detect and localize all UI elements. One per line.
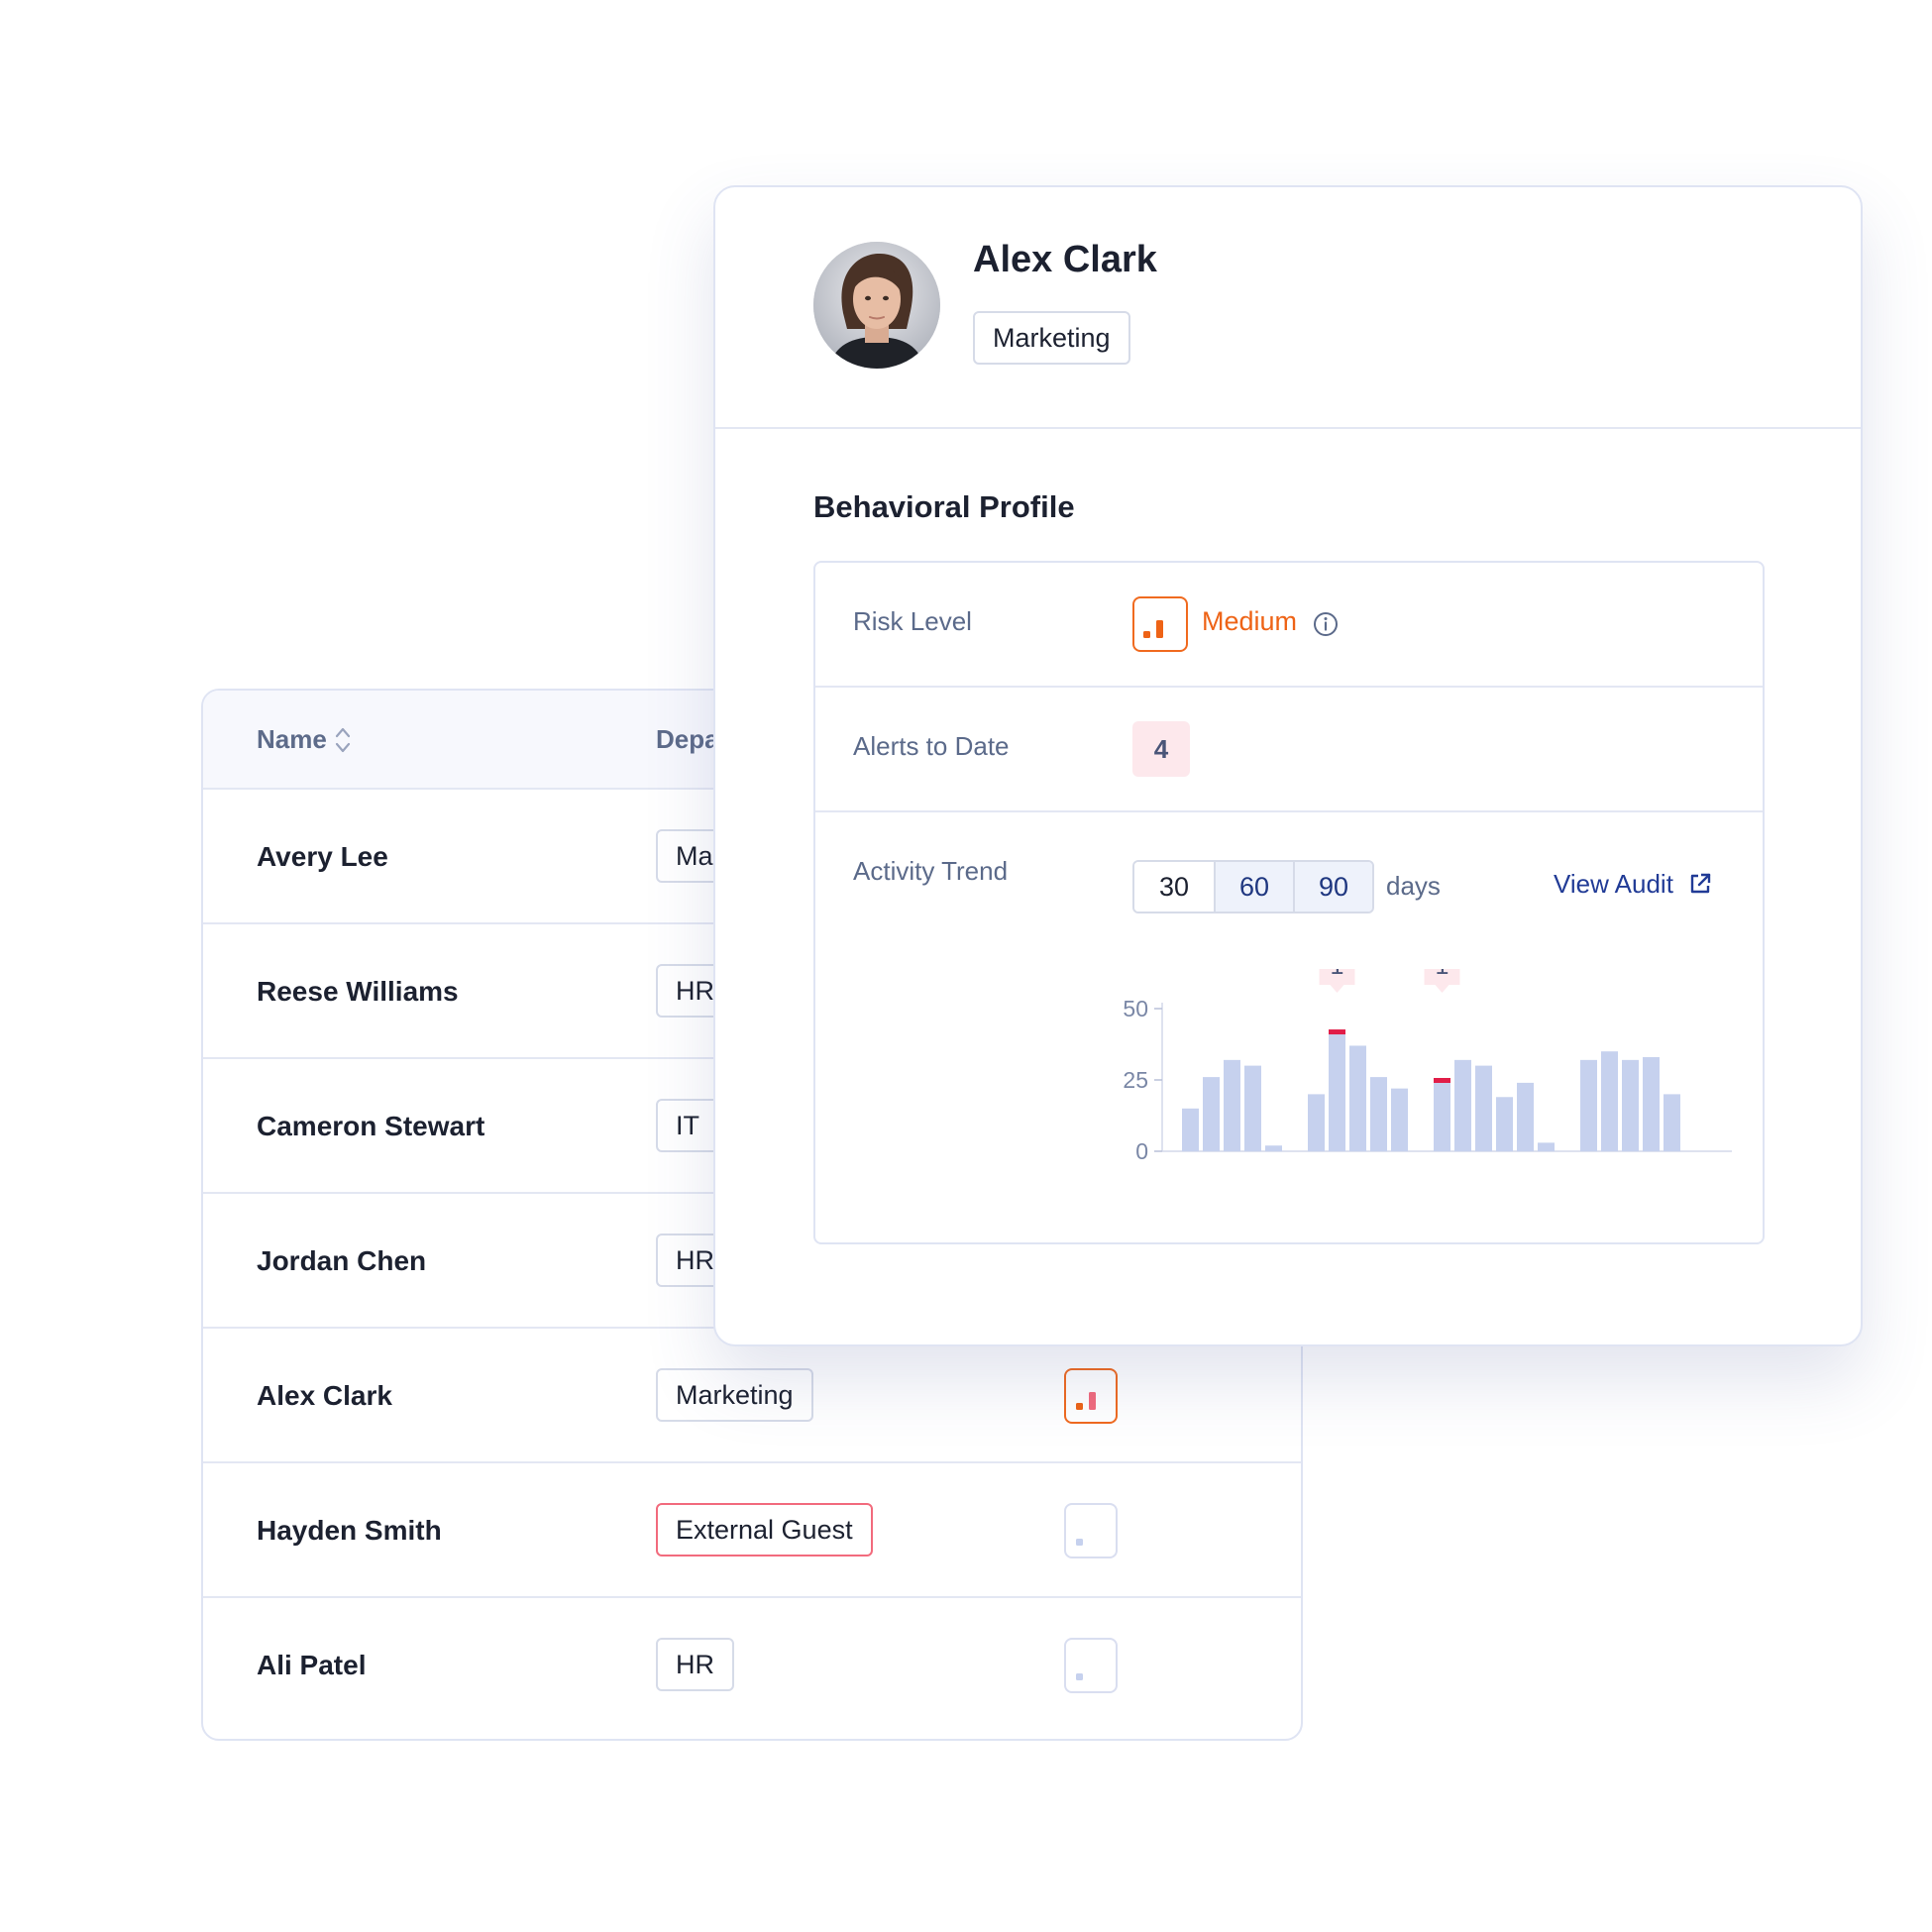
alert-callout-label: 1 (1436, 969, 1449, 980)
department-tag: IT (656, 1099, 719, 1152)
signal-dot-icon (1064, 1638, 1118, 1693)
department-tag: HR (656, 1638, 734, 1691)
table-row[interactable]: Alex Clark Marketing (203, 1329, 1301, 1463)
table-row[interactable]: Ali Patel HR (203, 1598, 1301, 1733)
bar (1182, 1108, 1199, 1151)
risk-level-label: Risk Level (853, 606, 972, 636)
row-name: Reese Williams (257, 976, 459, 1007)
risk-level-row: Risk Level Medium (815, 563, 1763, 688)
bar (1265, 1145, 1282, 1151)
signal-bars-icon (1132, 596, 1188, 652)
info-icon[interactable] (1313, 611, 1339, 637)
alert-callout (1319, 969, 1355, 993)
risk-level-value: Medium (1202, 606, 1298, 636)
bar (1391, 1088, 1408, 1151)
y-tick-label: 50 (1123, 996, 1148, 1021)
section-title: Behavioral Profile (813, 489, 1075, 524)
bar (1643, 1056, 1660, 1151)
bar (1370, 1077, 1387, 1151)
activity-trend-label: Activity Trend (853, 856, 1009, 886)
bar (1329, 1031, 1345, 1151)
row-name: Jordan Chen (257, 1245, 427, 1276)
row-name: Hayden Smith (257, 1515, 442, 1546)
row-name: Cameron Stewart (257, 1111, 485, 1141)
alerts-row: Alerts to Date 4 (815, 688, 1763, 812)
column-header-name[interactable]: Name (257, 691, 327, 788)
column-header-department[interactable]: Depa (656, 691, 719, 788)
behavioral-profile-table: Risk Level Medium Alerts to Date 4 Activ… (813, 561, 1765, 1244)
alert-callout-label: 1 (1331, 969, 1344, 980)
bar (1349, 1045, 1366, 1151)
bar (1475, 1065, 1492, 1151)
range-selector: 30 60 90 (1132, 860, 1374, 913)
bar (1664, 1094, 1680, 1151)
view-audit-label: View Audit (1554, 869, 1673, 899)
y-tick-label: 25 (1123, 1067, 1148, 1093)
bar (1203, 1077, 1220, 1151)
alert-mark (1329, 1029, 1345, 1035)
range-unit-label: days (1386, 871, 1441, 901)
activity-trend-chart: 0 25 50 1 1 (1123, 969, 1732, 1164)
alert-mark (1434, 1078, 1450, 1083)
profile-header: Alex Clark Marketing (715, 187, 1861, 429)
avatar (813, 242, 940, 369)
column-header-name-label: Name (257, 724, 327, 754)
signal-dot-icon (1064, 1503, 1118, 1558)
table-row[interactable]: Hayden Smith External Guest (203, 1463, 1301, 1598)
bar (1517, 1082, 1534, 1151)
bar (1434, 1080, 1450, 1151)
bar (1601, 1051, 1618, 1151)
alerts-label: Alerts to Date (853, 731, 1010, 761)
bar (1622, 1059, 1639, 1151)
profile-name: Alex Clark (973, 239, 1157, 280)
signal-bars-icon (1064, 1368, 1118, 1424)
y-tick-label: 0 (1135, 1138, 1148, 1164)
column-header-department-label: Depa (656, 724, 719, 754)
bar (1454, 1059, 1471, 1151)
row-name: Alex Clark (257, 1380, 392, 1411)
sort-icon[interactable] (334, 724, 352, 756)
table-body: Avery Lee Ma Reese Williams HR Cameron Stewa… (203, 790, 1301, 1733)
bar (1580, 1059, 1597, 1151)
range-option-30[interactable]: 30 (1134, 862, 1214, 912)
alert-callout (1424, 969, 1460, 993)
profile-department-tag: Marketing (973, 311, 1130, 365)
view-audit-link[interactable]: View Audit (1554, 869, 1712, 900)
bar (1538, 1142, 1555, 1151)
row-name: Avery Lee (257, 841, 388, 872)
alerts-count-badge: 4 (1132, 721, 1190, 777)
row-name: Ali Patel (257, 1650, 367, 1680)
bar (1496, 1097, 1513, 1151)
department-tag: External Guest (656, 1503, 873, 1556)
bar (1224, 1059, 1240, 1151)
bar (1244, 1065, 1261, 1151)
person-portrait-icon (813, 242, 940, 369)
bar (1308, 1094, 1325, 1151)
range-option-90[interactable]: 90 (1293, 862, 1372, 912)
profile-card: Alex Clark Marketing Behavioral Profile … (713, 185, 1863, 1346)
external-link-icon (1690, 873, 1711, 894)
range-option-60[interactable]: 60 (1214, 862, 1293, 912)
department-tag: Marketing (656, 1368, 813, 1422)
